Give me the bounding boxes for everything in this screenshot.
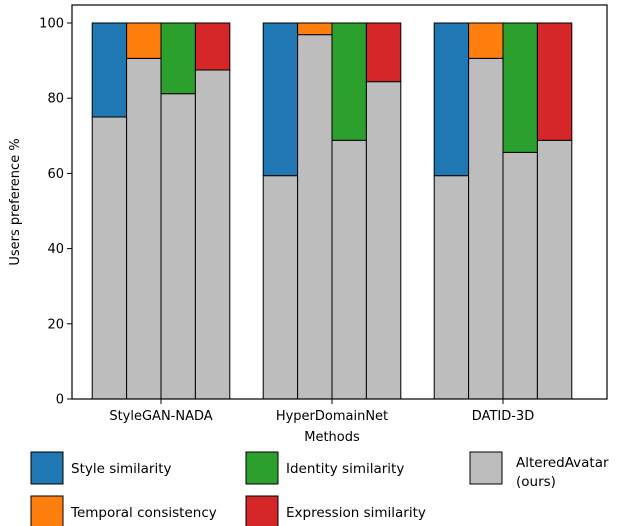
bar-segment-alteredavatar-2-1	[468, 57, 504, 400]
legend-swatch-temporal-consistency	[30, 495, 64, 526]
legend-label-expression-similarity: Expression similarity	[286, 505, 426, 521]
plot-frame	[71, 4, 608, 400]
bar-segment-alteredavatar-0-1	[126, 57, 162, 400]
y-tick-label: 100	[39, 17, 64, 32]
bar-segment-expression-similarity-1	[365, 22, 402, 83]
y-tick-label: 0	[56, 393, 64, 408]
legend-label-alteredavatar: AlteredAvatar (ours)	[516, 455, 609, 490]
bar-segment-temporal-consistency-0	[126, 22, 162, 59]
y-tick-label: 60	[47, 167, 64, 182]
x-tick-label: HyperDomainNet	[276, 409, 388, 424]
legend: Style similarity Temporal consistency Iden…	[30, 451, 609, 526]
bar-segment-identity-similarity-0	[160, 22, 196, 95]
x-axis-title: Methods	[304, 430, 360, 445]
x-tick-label: DATID-3D	[472, 409, 534, 424]
legend-label-temporal-consistency: Temporal consistency	[70, 505, 217, 521]
bar-segment-alteredavatar-1-3	[365, 81, 402, 400]
bar-segment-identity-similarity-1	[331, 22, 367, 141]
bar-segment-alteredavatar-1-2	[331, 139, 367, 400]
legend-label-identity-similarity: Identity similarity	[286, 461, 404, 477]
bar-segment-alteredavatar-0-0	[91, 116, 128, 400]
bar-segment-style-similarity-2	[433, 22, 470, 177]
y-tick-label: 40	[47, 242, 64, 257]
bar-segment-alteredavatar-0-2	[160, 93, 196, 400]
x-axis: StyleGAN-NADA HyperDomainNet DATID-3D	[109, 399, 534, 424]
legend-swatch-alteredavatar	[469, 451, 503, 485]
y-axis: 0 20 40 60 80 100	[39, 17, 72, 408]
bar-segment-alteredavatar-0-3	[194, 69, 231, 400]
bar-segment-alteredavatar-2-0	[433, 175, 470, 400]
bar-segment-expression-similarity-2	[536, 22, 573, 141]
bar-segment-temporal-consistency-1	[297, 22, 333, 36]
bar-segment-alteredavatar-2-2	[502, 151, 538, 400]
bars-layer	[91, 22, 573, 400]
bar-segment-alteredavatar-1-1	[297, 34, 333, 400]
legend-swatch-expression-similarity	[245, 495, 279, 526]
x-tick-label: StyleGAN-NADA	[109, 409, 212, 424]
legend-swatch-style-similarity	[30, 451, 64, 485]
y-tick-label: 20	[47, 317, 64, 332]
bar-segment-style-similarity-0	[91, 22, 128, 118]
bar-segment-alteredavatar-1-0	[262, 175, 299, 400]
y-tick-label: 80	[47, 92, 64, 107]
bar-segment-temporal-consistency-2	[468, 22, 504, 59]
legend-label-style-similarity: Style similarity	[71, 461, 172, 477]
bar-segment-expression-similarity-0	[194, 22, 231, 71]
bar-segment-identity-similarity-2	[502, 22, 538, 153]
y-axis-title: Users preference %	[8, 138, 23, 265]
bar-segment-style-similarity-1	[262, 22, 299, 177]
legend-swatch-identity-similarity	[245, 451, 279, 485]
bar-segment-alteredavatar-2-3	[536, 139, 573, 400]
